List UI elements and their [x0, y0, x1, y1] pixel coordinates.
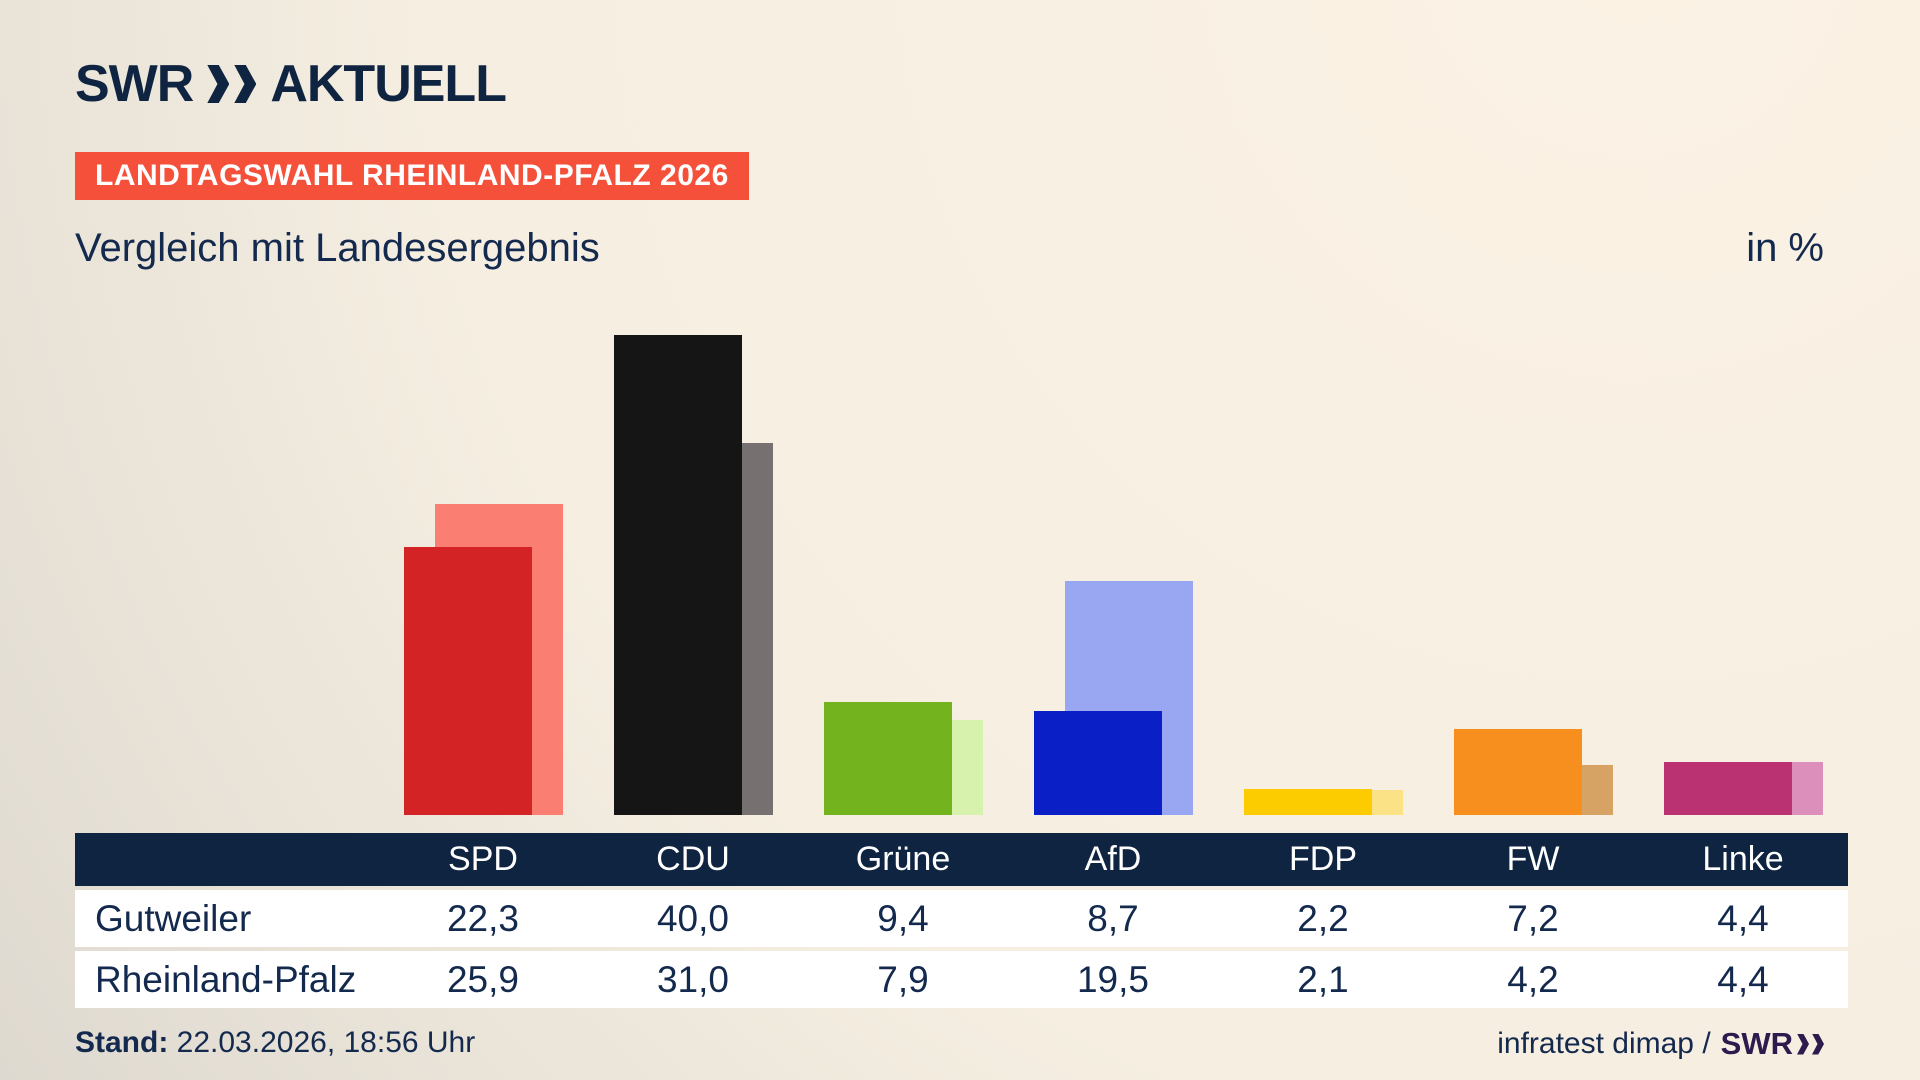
table-header-linke: Linke: [1702, 840, 1784, 878]
bar-gutweiler-fw: [1454, 729, 1582, 815]
value-gutweiler-spd: 22,3: [446, 897, 519, 939]
value-rheinland-pfalz-cdu: 31,0: [656, 958, 729, 1000]
table-header-cdu: CDU: [656, 840, 730, 878]
results-table: SPD CDU Grüne AfD FDP FW Linke Gutweiler 22,3 40…: [75, 833, 1848, 1008]
table-header-fw: FW: [1506, 840, 1560, 878]
unit-label: in %: [1746, 226, 1824, 270]
stand-value: 22.03.2026, 18:56 Uhr: [176, 1026, 476, 1059]
value-gutweiler-afd: 8,7: [1087, 897, 1139, 939]
stand-label: Stand:: [75, 1026, 169, 1059]
value-rheinland-pfalz-fw: 4,2: [1507, 958, 1559, 1000]
mini-double-chevron-right-icon: [1797, 1033, 1824, 1055]
value-rheinland-pfalz-fdp: 2,1: [1297, 958, 1349, 1000]
bar-gutweiler-gruene: [824, 702, 952, 815]
table-header-row: SPD CDU Grüne AfD FDP FW Linke: [75, 833, 1848, 886]
bar-gutweiler-spd: [404, 547, 532, 815]
value-gutweiler-linke: 4,4: [1717, 897, 1769, 939]
value-rheinland-pfalz-linke: 4,4: [1717, 958, 1769, 1000]
mini-logo-swr-text: SWR: [1720, 1026, 1793, 1061]
value-gutweiler-cdu: 40,0: [656, 897, 729, 939]
chart-title: Vergleich mit Landesergebnis: [75, 226, 600, 270]
swr-aktuell-logo: SWR AKTUELL: [75, 55, 507, 113]
value-gutweiler-fdp: 2,2: [1297, 897, 1349, 939]
badge-label: LANDTAGSWAHL RHEINLAND-PFALZ 2026: [95, 159, 729, 192]
value-rheinland-pfalz-afd: 19,5: [1076, 958, 1149, 1000]
swr-mini-logo: SWR: [1721, 1026, 1824, 1062]
table-header-afd: AfD: [1084, 840, 1142, 878]
double-chevron-right-icon: [207, 65, 257, 103]
logo-aktuell-text: AKTUELL: [270, 55, 507, 113]
table-row-gutweiler: Gutweiler 22,3 40,0 9,4 8,7 2,2 7,2 4,4: [75, 890, 1848, 947]
bar-gutweiler-afd: [1034, 711, 1162, 815]
source-text: infratest dimap /: [1497, 1027, 1711, 1060]
table-header-gruene: Grüne: [855, 840, 951, 878]
stand-timestamp: Stand: 22.03.2026, 18:56 Uhr: [75, 1026, 475, 1060]
row-label: Rheinland-Pfalz: [95, 958, 357, 1000]
logo-swr-text: SWR: [75, 55, 194, 113]
table-header-spd: SPD: [448, 840, 518, 878]
election-badge: LANDTAGSWAHL RHEINLAND-PFALZ 2026: [75, 152, 749, 200]
bar-gutweiler-cdu: [614, 335, 742, 815]
value-gutweiler-gruene: 9,4: [877, 897, 929, 939]
row-label: Gutweiler: [95, 897, 252, 939]
value-rheinland-pfalz-gruene: 7,9: [877, 958, 929, 1000]
value-gutweiler-fw: 7,2: [1507, 897, 1559, 939]
table-header-fdp: FDP: [1289, 840, 1357, 878]
value-rheinland-pfalz-spd: 25,9: [446, 958, 519, 1000]
source-credit: infratest dimap / SWR: [1497, 1026, 1824, 1062]
bar-gutweiler-linke: [1664, 762, 1792, 815]
table-row-rheinland-pfalz: Rheinland-Pfalz 25,9 31,0 7,9 19,5 2,1 4,2 4,4: [75, 951, 1848, 1008]
bar-gutweiler-fdp: [1244, 789, 1372, 815]
